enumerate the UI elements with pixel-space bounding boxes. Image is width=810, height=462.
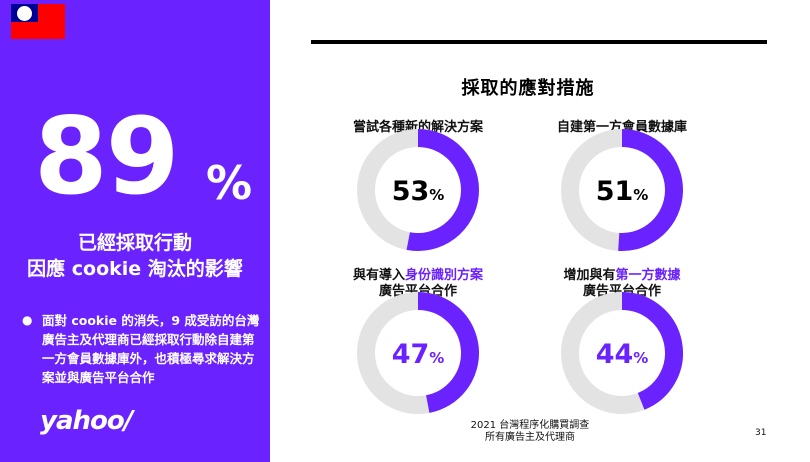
donut-caption: 嘗試各種新的解決方案 bbox=[298, 120, 538, 136]
donut-value-arc bbox=[618, 129, 683, 251]
donut-chart: 53% bbox=[357, 129, 479, 251]
caption-text: 嘗試各種新的解決方案 bbox=[352, 120, 483, 135]
key-stat: 89 % bbox=[34, 92, 264, 222]
donut-value-arc bbox=[406, 129, 479, 251]
caption-highlight: 身份識別方案 bbox=[405, 268, 484, 283]
headline-line1: 已經採取行動 bbox=[77, 232, 192, 254]
donut-chart: 51% bbox=[561, 129, 683, 251]
caption-text: 與有導入 bbox=[352, 268, 405, 283]
source-note: 2021 台灣程序化購買調查 所有廣告主及代理商 bbox=[440, 420, 620, 444]
caption-line: 增加與有第一方數據 bbox=[502, 268, 742, 284]
caption-highlight: 第一方數據 bbox=[615, 268, 681, 283]
bullet-dot: ● bbox=[22, 313, 33, 327]
donut-value-arc bbox=[417, 292, 479, 413]
chart-title: 採取的應對措施 bbox=[461, 78, 595, 99]
donut-chart: 47% bbox=[357, 292, 479, 414]
caption-line: 自建第一方會員數據庫 bbox=[502, 120, 742, 136]
donut-chart: 44% bbox=[561, 292, 683, 414]
key-stat-unit: % bbox=[206, 156, 253, 210]
key-stat-value: 89 bbox=[34, 95, 180, 218]
donut-value-label: 47% bbox=[392, 339, 445, 370]
donut-value-arc bbox=[621, 292, 683, 410]
caption-line: 與有導入身份識別方案 bbox=[298, 268, 538, 284]
headline-line2: 因應 cookie 淘汰的影響 bbox=[27, 258, 243, 280]
donut-caption: 自建第一方會員數據庫 bbox=[502, 120, 742, 136]
source-line2: 所有廣告主及代理商 bbox=[485, 432, 575, 443]
donut-value-label: 51% bbox=[596, 176, 649, 207]
yahoo-logo: yahoo/ bbox=[40, 406, 133, 436]
caption-text: 增加與有 bbox=[563, 268, 616, 283]
donut-value-label: 44% bbox=[596, 339, 649, 370]
flag-sun bbox=[19, 8, 30, 19]
flag-canton bbox=[11, 4, 38, 22]
top-divider bbox=[311, 40, 767, 44]
caption-line: 嘗試各種新的解決方案 bbox=[298, 120, 538, 136]
source-line1: 2021 台灣程序化購買調查 bbox=[470, 420, 590, 431]
donut-value-label: 53% bbox=[392, 176, 445, 207]
page-number: 31 bbox=[755, 428, 767, 438]
left-panel: 89 % 已經採取行動 因應 cookie 淘汰的影響 ● 面對 cookie … bbox=[0, 0, 270, 462]
taiwan-flag-icon bbox=[11, 4, 65, 39]
caption-text: 自建第一方會員數據庫 bbox=[556, 120, 687, 135]
bullet-text: 面對 cookie 的消失，9 成受訪的台灣廣告主及代理商已經採取行動除自建第一… bbox=[42, 313, 260, 385]
